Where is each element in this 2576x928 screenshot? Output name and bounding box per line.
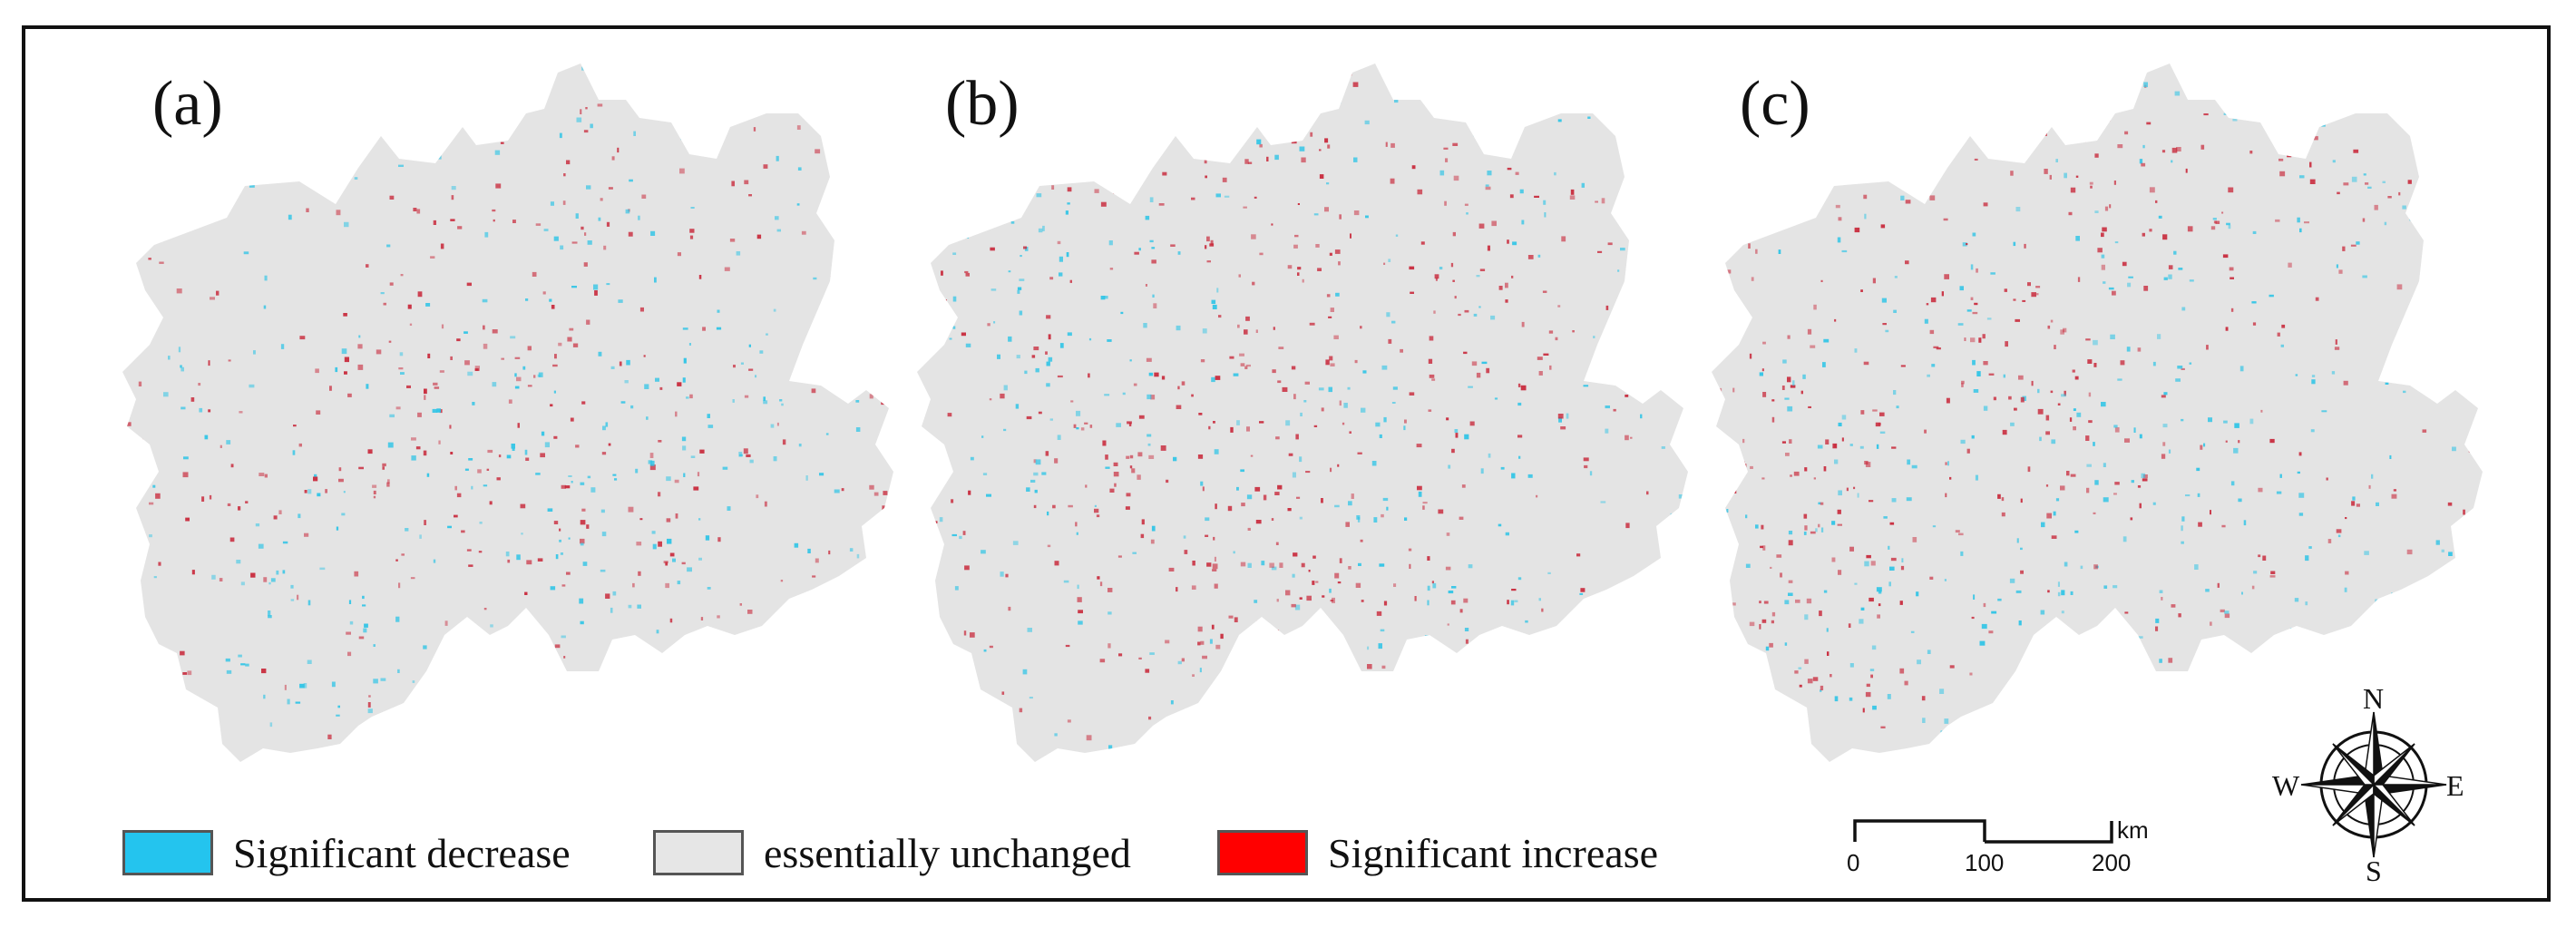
scale-bar (1853, 819, 2113, 844)
province-outline (917, 63, 1688, 762)
scale-unit: km (2117, 816, 2149, 844)
compass-rose-icon (2300, 711, 2447, 858)
panel-label-a: (a) (152, 69, 223, 139)
map-panel-b (917, 63, 1688, 762)
legend-label-decrease: Significant decrease (233, 829, 571, 876)
legend-item-increase: Significant increase (1217, 825, 1658, 880)
scale-tick-0: 0 (1847, 849, 1860, 876)
legend-swatch-decrease (122, 830, 213, 875)
legend-label-unchanged: essentially unchanged (764, 829, 1131, 876)
map-panel-a (122, 63, 893, 762)
compass-east-label: E (2446, 769, 2464, 802)
scale-tick-200: 200 (2092, 849, 2132, 876)
scale-tick-100: 100 (1965, 849, 2005, 876)
legend-label-increase: Significant increase (1328, 829, 1659, 876)
compass-north-label: N (2363, 682, 2385, 715)
compass-south-label: S (2366, 855, 2382, 887)
panel-label-c: (c) (1740, 69, 1810, 139)
legend-item-decrease: Significant decrease (122, 825, 571, 880)
panel-label-b: (b) (945, 69, 1020, 139)
compass-west-label: W (2272, 769, 2300, 802)
map-panel-c (1712, 63, 2483, 762)
legend-swatch-unchanged (653, 830, 744, 875)
province-outline (1712, 63, 2483, 762)
legend-item-unchanged: essentially unchanged (653, 825, 1131, 880)
legend-swatch-increase (1217, 830, 1308, 875)
